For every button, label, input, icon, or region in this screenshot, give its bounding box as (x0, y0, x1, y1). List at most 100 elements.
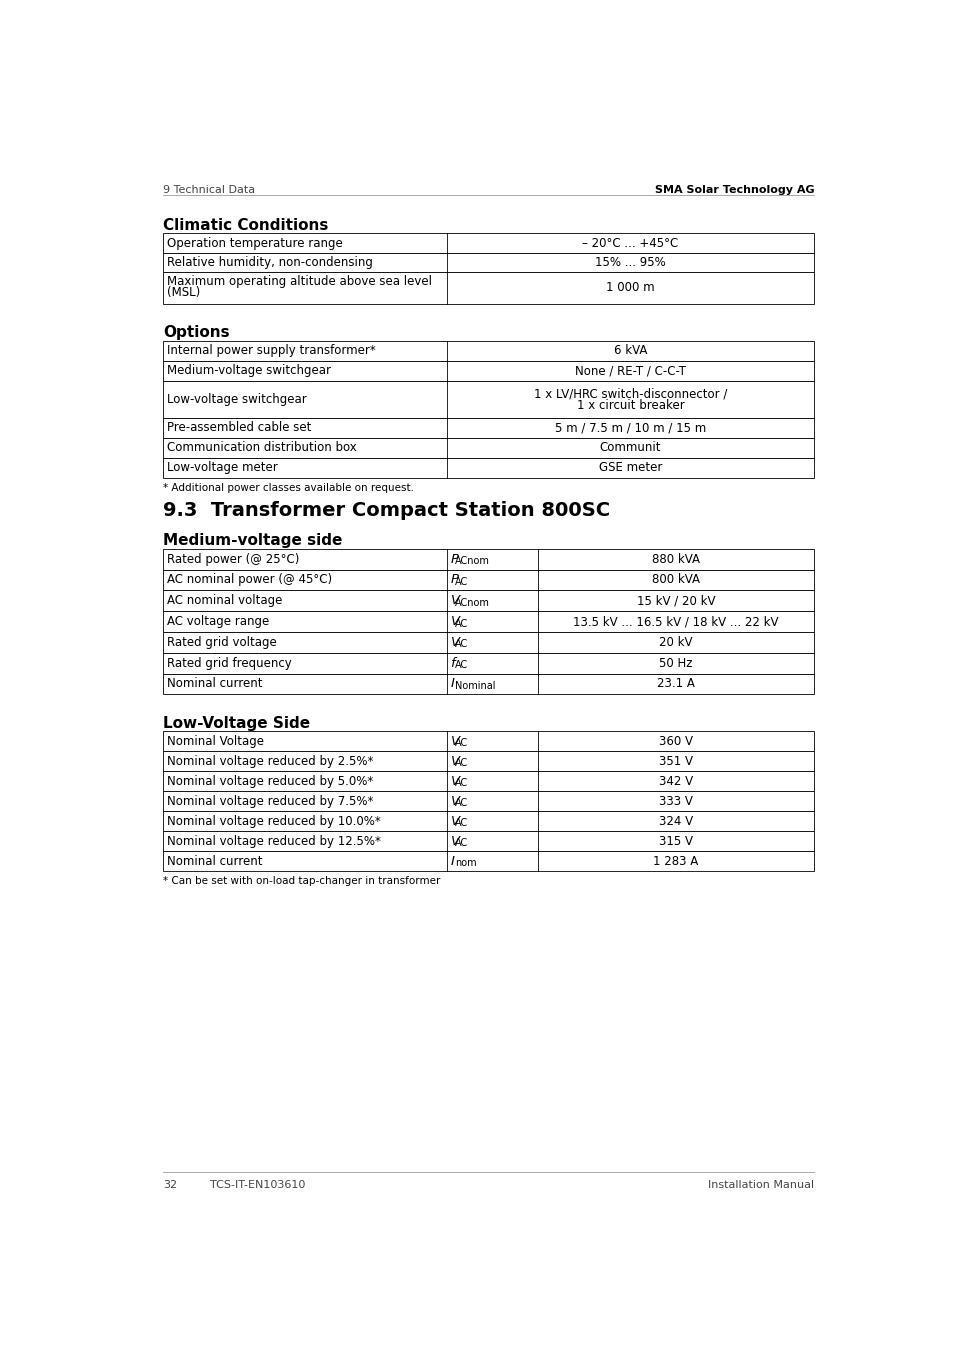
Text: V: V (450, 775, 459, 788)
Text: nom: nom (455, 859, 476, 868)
Bar (163, 752, 814, 771)
Text: I: I (450, 854, 454, 868)
Text: AC: AC (455, 619, 468, 629)
Text: 15 kV / 20 kV: 15 kV / 20 kV (637, 595, 715, 607)
Text: Nominal current: Nominal current (167, 677, 262, 691)
Text: * Additional power classes available on request.: * Additional power classes available on … (163, 483, 414, 492)
Text: V: V (450, 635, 459, 649)
Text: f: f (450, 657, 455, 669)
Bar (163, 673, 814, 695)
Text: AC nominal voltage: AC nominal voltage (167, 595, 282, 607)
Text: Nominal voltage reduced by 5.0%*: Nominal voltage reduced by 5.0%* (167, 775, 374, 788)
Bar (163, 569, 814, 591)
Text: Nominal voltage reduced by 12.5%*: Nominal voltage reduced by 12.5%* (167, 836, 381, 848)
Bar (163, 591, 814, 611)
Text: Nominal voltage reduced by 7.5%*: Nominal voltage reduced by 7.5%* (167, 795, 374, 808)
Bar (163, 791, 814, 811)
Text: Options: Options (163, 326, 230, 341)
Text: 6 kVA: 6 kVA (613, 345, 646, 357)
Text: 20 kV: 20 kV (659, 635, 692, 649)
Text: AC: AC (455, 779, 468, 788)
Text: 880 kVA: 880 kVA (652, 553, 700, 565)
Text: Maximum operating altitude above sea level: Maximum operating altitude above sea lev… (167, 274, 432, 288)
Text: AC: AC (455, 838, 468, 849)
Text: Rated grid frequency: Rated grid frequency (167, 657, 292, 669)
Text: None / RE-T / C-C-T: None / RE-T / C-C-T (575, 365, 685, 377)
Text: GSE meter: GSE meter (598, 461, 661, 475)
Bar (163, 253, 814, 272)
Bar (163, 611, 814, 631)
Text: 324 V: 324 V (659, 815, 693, 827)
Text: Nominal voltage reduced by 2.5%*: Nominal voltage reduced by 2.5%* (167, 754, 374, 768)
Text: Relative humidity, non-condensing: Relative humidity, non-condensing (167, 256, 373, 269)
Text: Rated power (@ 25°C): Rated power (@ 25°C) (167, 553, 299, 565)
Text: Installation Manual: Installation Manual (707, 1180, 814, 1190)
Text: SMA Solar Technology AG: SMA Solar Technology AG (654, 185, 814, 195)
Text: AC: AC (455, 799, 468, 808)
Bar (163, 731, 814, 752)
Text: 15% ... 95%: 15% ... 95% (595, 256, 665, 269)
Text: (MSL): (MSL) (167, 287, 200, 299)
Text: 1 000 m: 1 000 m (605, 281, 654, 295)
Text: AC: AC (455, 577, 468, 587)
Text: V: V (450, 795, 459, 808)
Text: ACnom: ACnom (455, 556, 489, 566)
Text: Nominal voltage reduced by 10.0%*: Nominal voltage reduced by 10.0%* (167, 815, 380, 827)
Text: AC voltage range: AC voltage range (167, 615, 270, 629)
Text: ACnom: ACnom (455, 598, 489, 608)
Bar (163, 771, 814, 791)
Text: Internal power supply transformer*: Internal power supply transformer* (167, 345, 375, 357)
Text: 9.3  Transformer Compact Station 800SC: 9.3 Transformer Compact Station 800SC (163, 502, 610, 521)
Text: 342 V: 342 V (659, 775, 693, 788)
Text: Low-voltage switchgear: Low-voltage switchgear (167, 393, 307, 406)
Bar (163, 852, 814, 872)
Text: 32: 32 (163, 1180, 177, 1190)
Text: Communit: Communit (599, 441, 660, 454)
Text: 13.5 kV ... 16.5 kV / 18 kV ... 22 kV: 13.5 kV ... 16.5 kV / 18 kV ... 22 kV (573, 615, 778, 629)
Text: AC: AC (455, 738, 468, 748)
Text: V: V (450, 815, 459, 827)
Text: – 20°C ... +45°C: – 20°C ... +45°C (581, 237, 678, 250)
Text: Climatic Conditions: Climatic Conditions (163, 218, 329, 233)
Text: Nominal current: Nominal current (167, 854, 262, 868)
Text: 1 x LV/HRC switch-disconnector /: 1 x LV/HRC switch-disconnector / (534, 388, 726, 400)
Text: 5 m / 7.5 m / 10 m / 15 m: 5 m / 7.5 m / 10 m / 15 m (555, 422, 705, 434)
Text: 1 x circuit breaker: 1 x circuit breaker (576, 399, 683, 412)
Text: Medium-voltage side: Medium-voltage side (163, 534, 342, 549)
Text: 333 V: 333 V (659, 795, 692, 808)
Bar (163, 831, 814, 852)
Bar (163, 631, 814, 653)
Bar (163, 272, 814, 304)
Text: Low-voltage meter: Low-voltage meter (167, 461, 277, 475)
Text: V: V (450, 754, 459, 768)
Text: 50 Hz: 50 Hz (659, 657, 692, 669)
Text: Nominal Voltage: Nominal Voltage (167, 734, 264, 748)
Text: 315 V: 315 V (659, 836, 693, 848)
Text: Operation temperature range: Operation temperature range (167, 237, 343, 250)
Bar (163, 233, 814, 253)
Text: 351 V: 351 V (659, 754, 693, 768)
Text: I: I (450, 677, 454, 691)
Bar (163, 811, 814, 831)
Text: Communication distribution box: Communication distribution box (167, 441, 356, 454)
Bar (163, 381, 814, 418)
Text: 360 V: 360 V (659, 734, 693, 748)
Text: AC nominal power (@ 45°C): AC nominal power (@ 45°C) (167, 573, 332, 587)
Text: TCS-IT-EN103610: TCS-IT-EN103610 (210, 1180, 305, 1190)
Text: AC: AC (455, 758, 468, 768)
Text: Low-Voltage Side: Low-Voltage Side (163, 715, 311, 731)
Text: AC: AC (455, 639, 468, 649)
Text: 23.1 A: 23.1 A (657, 677, 695, 691)
Text: V: V (450, 615, 459, 629)
Text: 1 283 A: 1 283 A (653, 854, 698, 868)
Text: V: V (450, 595, 459, 607)
Text: * Can be set with on-load tap-changer in transformer: * Can be set with on-load tap-changer in… (163, 876, 440, 886)
Bar (163, 549, 814, 569)
Text: Medium-voltage switchgear: Medium-voltage switchgear (167, 365, 331, 377)
Bar (163, 438, 814, 458)
Bar (163, 418, 814, 438)
Text: V: V (450, 734, 459, 748)
Text: P: P (450, 553, 458, 565)
Text: V: V (450, 836, 459, 848)
Bar (163, 653, 814, 673)
